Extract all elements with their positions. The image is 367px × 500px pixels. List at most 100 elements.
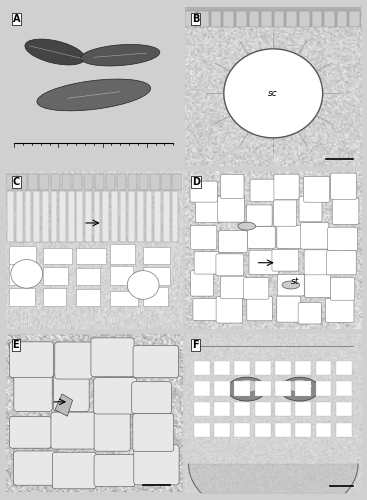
Bar [194,422,210,437]
Bar [51,174,60,190]
Bar [120,191,126,242]
FancyBboxPatch shape [304,250,331,275]
Bar [42,191,48,242]
Bar [312,10,322,26]
Bar [128,191,135,242]
Bar [214,402,230,416]
Bar [154,191,161,242]
FancyBboxPatch shape [10,342,54,378]
FancyBboxPatch shape [277,274,304,296]
Bar [211,10,221,26]
FancyBboxPatch shape [54,374,89,412]
Bar [261,10,272,26]
Bar [143,246,170,264]
Bar [139,174,149,190]
Bar [235,422,250,437]
Bar [94,191,101,242]
FancyBboxPatch shape [91,338,134,376]
Bar [172,191,178,242]
Text: C: C [12,177,20,187]
Bar [146,191,152,242]
Bar [40,174,49,190]
Bar [110,291,138,306]
Bar [73,174,82,190]
FancyBboxPatch shape [277,296,301,322]
FancyBboxPatch shape [272,250,299,271]
FancyBboxPatch shape [10,416,51,448]
Circle shape [224,49,323,138]
FancyBboxPatch shape [196,196,223,222]
Bar [255,402,270,416]
Bar [295,402,311,416]
FancyBboxPatch shape [298,302,321,324]
Bar [316,402,331,416]
Circle shape [127,270,159,300]
Ellipse shape [235,380,259,392]
Bar [336,422,352,437]
Bar [43,288,66,306]
Bar [25,191,31,242]
Bar [7,191,14,242]
Ellipse shape [25,39,85,65]
Bar [6,174,16,190]
FancyBboxPatch shape [277,225,304,248]
Bar [33,191,40,242]
Bar [137,191,144,242]
Bar [316,381,331,396]
FancyBboxPatch shape [14,372,52,412]
FancyBboxPatch shape [273,200,297,226]
Bar [110,244,135,264]
FancyBboxPatch shape [55,342,92,379]
FancyBboxPatch shape [247,296,272,321]
Circle shape [11,260,43,288]
Bar [274,10,284,26]
FancyBboxPatch shape [132,382,172,414]
Bar [76,289,100,306]
Ellipse shape [37,79,150,111]
Bar [295,381,311,396]
Bar [43,248,72,264]
Bar [76,268,100,285]
Bar [316,422,331,437]
FancyBboxPatch shape [274,174,299,200]
FancyBboxPatch shape [305,274,331,297]
FancyBboxPatch shape [246,205,272,226]
Bar [185,8,361,26]
Text: st: st [291,278,299,286]
FancyBboxPatch shape [247,226,275,248]
Bar [185,10,196,26]
Bar [163,191,170,242]
FancyBboxPatch shape [134,444,179,485]
FancyBboxPatch shape [304,176,330,202]
Bar [255,422,270,437]
Bar [110,266,134,285]
FancyBboxPatch shape [326,298,354,322]
Bar [214,381,230,396]
FancyBboxPatch shape [194,252,219,274]
Polygon shape [55,394,73,416]
Bar [316,360,331,375]
Bar [150,174,160,190]
Bar [198,10,209,26]
FancyBboxPatch shape [133,346,179,378]
FancyBboxPatch shape [250,179,278,202]
Ellipse shape [238,222,255,230]
FancyBboxPatch shape [51,412,97,449]
Ellipse shape [287,380,312,392]
FancyBboxPatch shape [218,196,244,222]
Bar [16,191,23,242]
Text: E: E [12,340,19,350]
Bar [68,191,75,242]
Text: B: B [192,14,199,24]
Bar [161,174,171,190]
Bar [336,360,352,375]
Bar [194,381,210,396]
Bar [235,381,250,396]
Bar [275,422,291,437]
Bar [275,381,291,396]
FancyBboxPatch shape [216,296,242,323]
Bar [336,402,352,416]
FancyBboxPatch shape [52,452,96,489]
FancyBboxPatch shape [94,410,130,451]
Bar [51,191,57,242]
